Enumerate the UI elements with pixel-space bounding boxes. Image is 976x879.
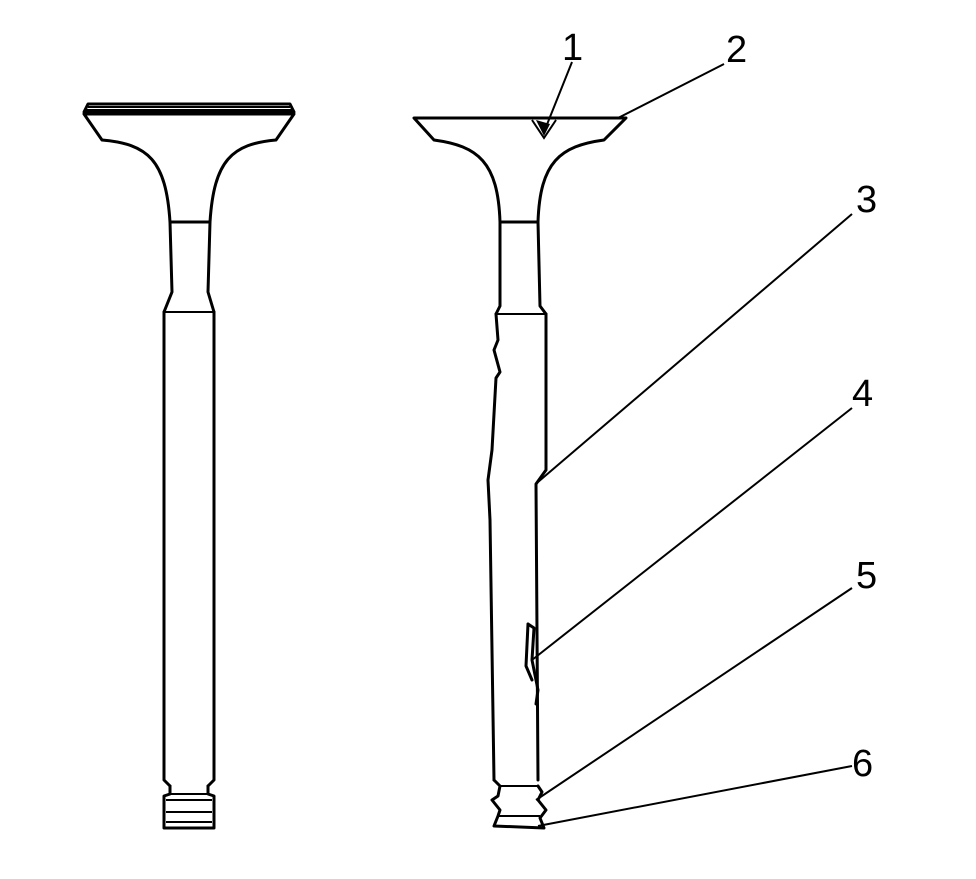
leader-3 <box>537 213 853 483</box>
right-valve-head <box>412 116 628 224</box>
callout-2: 2 <box>726 29 747 71</box>
callout-6: 6 <box>852 743 873 785</box>
left-valve-tip <box>162 784 216 830</box>
left-valve-stem <box>162 310 216 788</box>
callout-5: 5 <box>856 555 877 597</box>
callout-3: 3 <box>856 179 877 221</box>
right-valve-tip <box>490 778 548 830</box>
leader-2 <box>617 63 725 119</box>
callout-leaders <box>531 61 853 827</box>
callout-1: 1 <box>562 27 583 69</box>
right-valve-head-burn <box>531 119 557 140</box>
leader-5 <box>535 587 853 801</box>
leader-6 <box>537 765 853 827</box>
callout-4: 4 <box>852 373 873 415</box>
right-valve-stem-bent <box>486 312 502 782</box>
left-valve-neck <box>162 220 216 314</box>
leader-4 <box>531 407 853 661</box>
right-valve <box>412 116 628 830</box>
left-valve-head-face <box>82 102 296 114</box>
right-valve-neck <box>494 220 548 316</box>
left-valve-head <box>82 112 296 224</box>
callout-labels: 1 2 3 4 5 6 <box>562 27 877 785</box>
arrowhead-1-icon <box>536 120 550 136</box>
leader-1 <box>543 61 573 133</box>
left-valve <box>82 102 296 830</box>
